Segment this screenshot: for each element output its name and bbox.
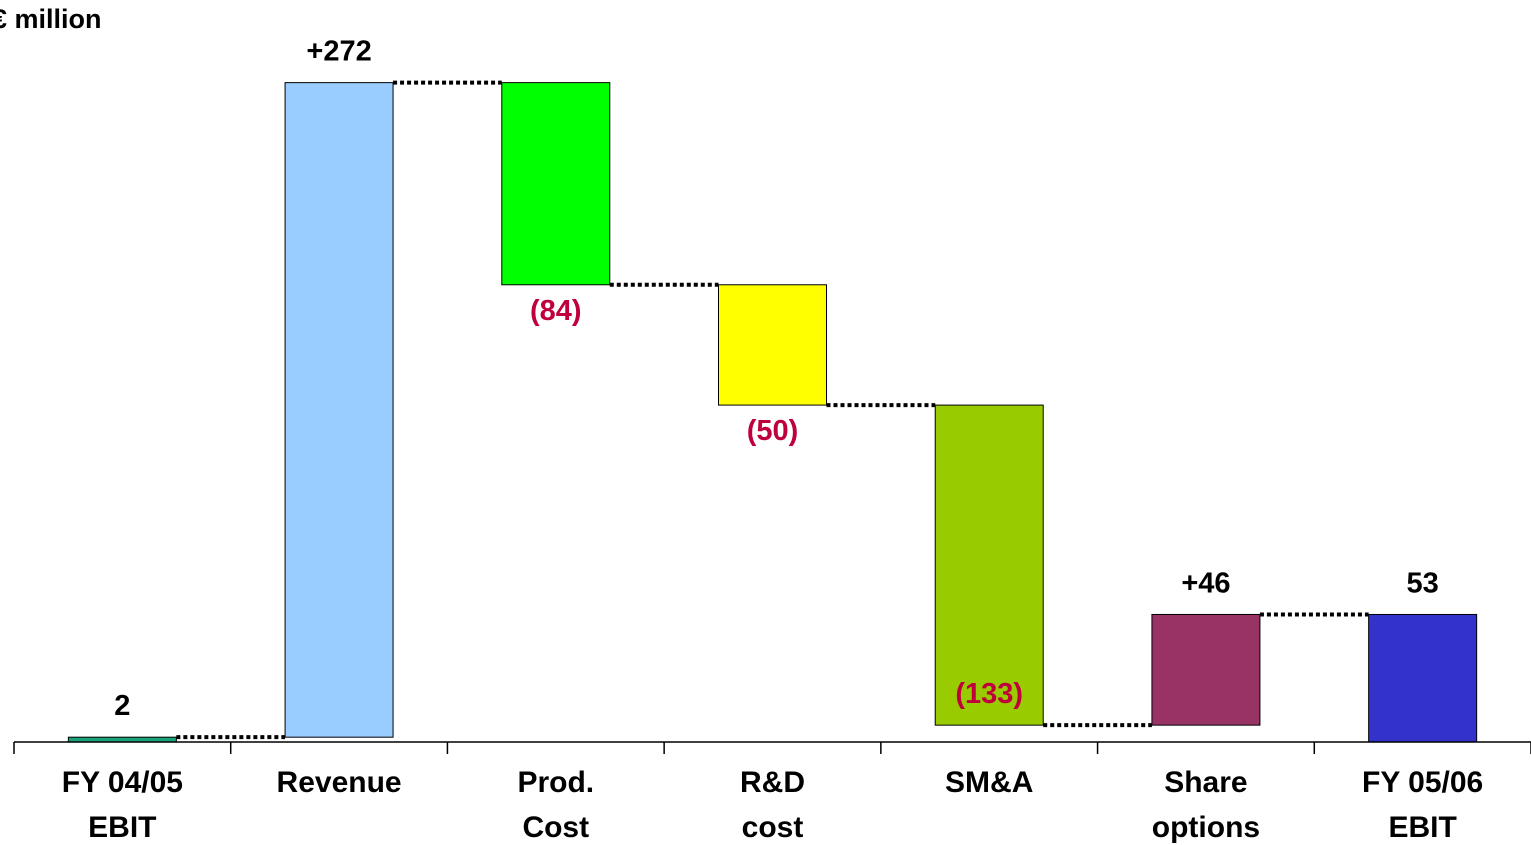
unit-label: € million	[0, 4, 102, 34]
data-label: (84)	[530, 295, 582, 327]
tick-label: SM&A	[945, 766, 1033, 799]
bar	[1151, 613, 1261, 726]
bar	[284, 82, 394, 738]
x-axis	[13, 741, 1531, 754]
tick-label: cost	[742, 811, 804, 844]
tick-label: FY 05/06	[1362, 766, 1483, 799]
data-label: 53	[1407, 567, 1439, 599]
data-label: +272	[306, 36, 371, 68]
data-label: 2	[114, 690, 130, 722]
data-label: (133)	[955, 678, 1023, 710]
tick-label: Revenue	[277, 766, 402, 799]
bar	[501, 82, 611, 286]
bars	[67, 82, 1478, 743]
bar	[934, 404, 1044, 726]
data-labels: 2 +272 (84) (50) (133) +46 53	[114, 36, 1438, 723]
tick-label: EBIT	[1388, 811, 1456, 844]
tick-label: Share	[1164, 766, 1247, 799]
tick-label: options	[1152, 811, 1260, 844]
bar	[718, 284, 827, 406]
tick-labels: FY 04/05 EBIT Revenue Prod. Cost R&D cost SM&A S…	[62, 766, 1483, 844]
bar	[1368, 613, 1478, 743]
tick-label: FY 04/05	[62, 766, 183, 799]
tick-label: R&D	[740, 766, 805, 799]
data-label: (50)	[747, 415, 799, 447]
tick-label: Prod.	[517, 766, 594, 799]
data-label: +46	[1181, 567, 1230, 599]
tick-label: Cost	[522, 811, 589, 844]
tick-label: EBIT	[88, 811, 156, 844]
